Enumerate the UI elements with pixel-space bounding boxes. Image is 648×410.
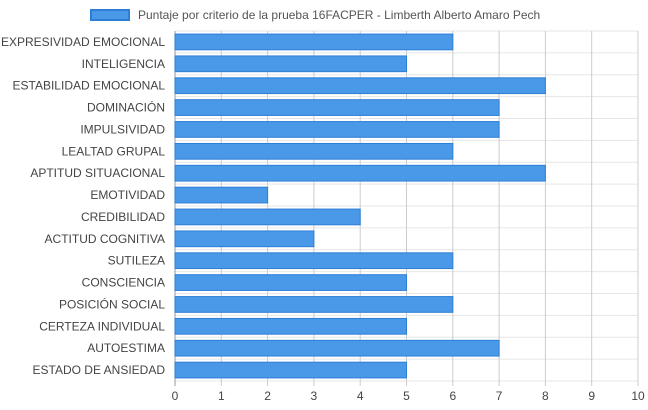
category-label: CERTEZA INDIVIDUAL [39, 319, 165, 333]
category-label: EXPRESIVIDAD EMOCIONAL [1, 35, 165, 49]
legend-label: Puntaje por criterio de la prueba 16FACP… [138, 8, 541, 22]
category-label: CONSCIENCIA [82, 276, 165, 290]
bar [174, 121, 500, 138]
bar [174, 99, 500, 116]
x-tick-label: 7 [496, 389, 503, 403]
category-label: POSICIÓN SOCIAL [59, 296, 165, 311]
bar [174, 186, 269, 204]
bar [174, 142, 454, 160]
category-label: CREDIBILIDAD [81, 210, 165, 224]
x-tick-label: 10 [631, 389, 645, 403]
bar [174, 361, 407, 379]
x-tick-label: 0 [172, 389, 179, 403]
category-label: AUTOESTIMA [87, 341, 165, 355]
bar [174, 296, 454, 313]
bar [174, 339, 500, 357]
legend-swatch [90, 9, 130, 21]
category-label: LEALTAD GRUPAL [62, 144, 166, 158]
bar [174, 317, 407, 335]
category-label: ESTADO DE ANSIEDAD [33, 363, 166, 377]
bar [174, 77, 546, 95]
bar [174, 164, 546, 182]
x-tick-label: 2 [264, 389, 271, 403]
x-tick-label: 3 [311, 389, 318, 403]
bar [174, 33, 454, 51]
chart-legend: Puntaje por criterio de la prueba 16FACP… [90, 6, 540, 24]
category-label: ACTITUD COGNITIVA [45, 232, 165, 246]
bar [174, 55, 407, 73]
bar [174, 274, 407, 291]
category-label: INTELIGENCIA [82, 57, 165, 71]
x-tick-label: 8 [542, 389, 549, 403]
category-label: DOMINACIÓN [87, 100, 165, 115]
category-label: APTITUD SITUACIONAL [30, 166, 165, 180]
bar [174, 252, 454, 270]
x-tick-label: 1 [218, 389, 225, 403]
bar [174, 208, 361, 226]
x-tick-label: 6 [449, 389, 456, 403]
x-tick-label: 4 [357, 389, 364, 403]
bar [174, 230, 315, 248]
category-label: ESTABILIDAD EMOCIONAL [13, 79, 166, 93]
category-label: EMOTIVIDAD [90, 188, 165, 202]
category-label: SUTILEZA [108, 254, 165, 268]
category-label: IMPULSIVIDAD [80, 122, 165, 136]
x-tick-label: 9 [588, 389, 595, 403]
x-tick-label: 5 [403, 389, 410, 403]
